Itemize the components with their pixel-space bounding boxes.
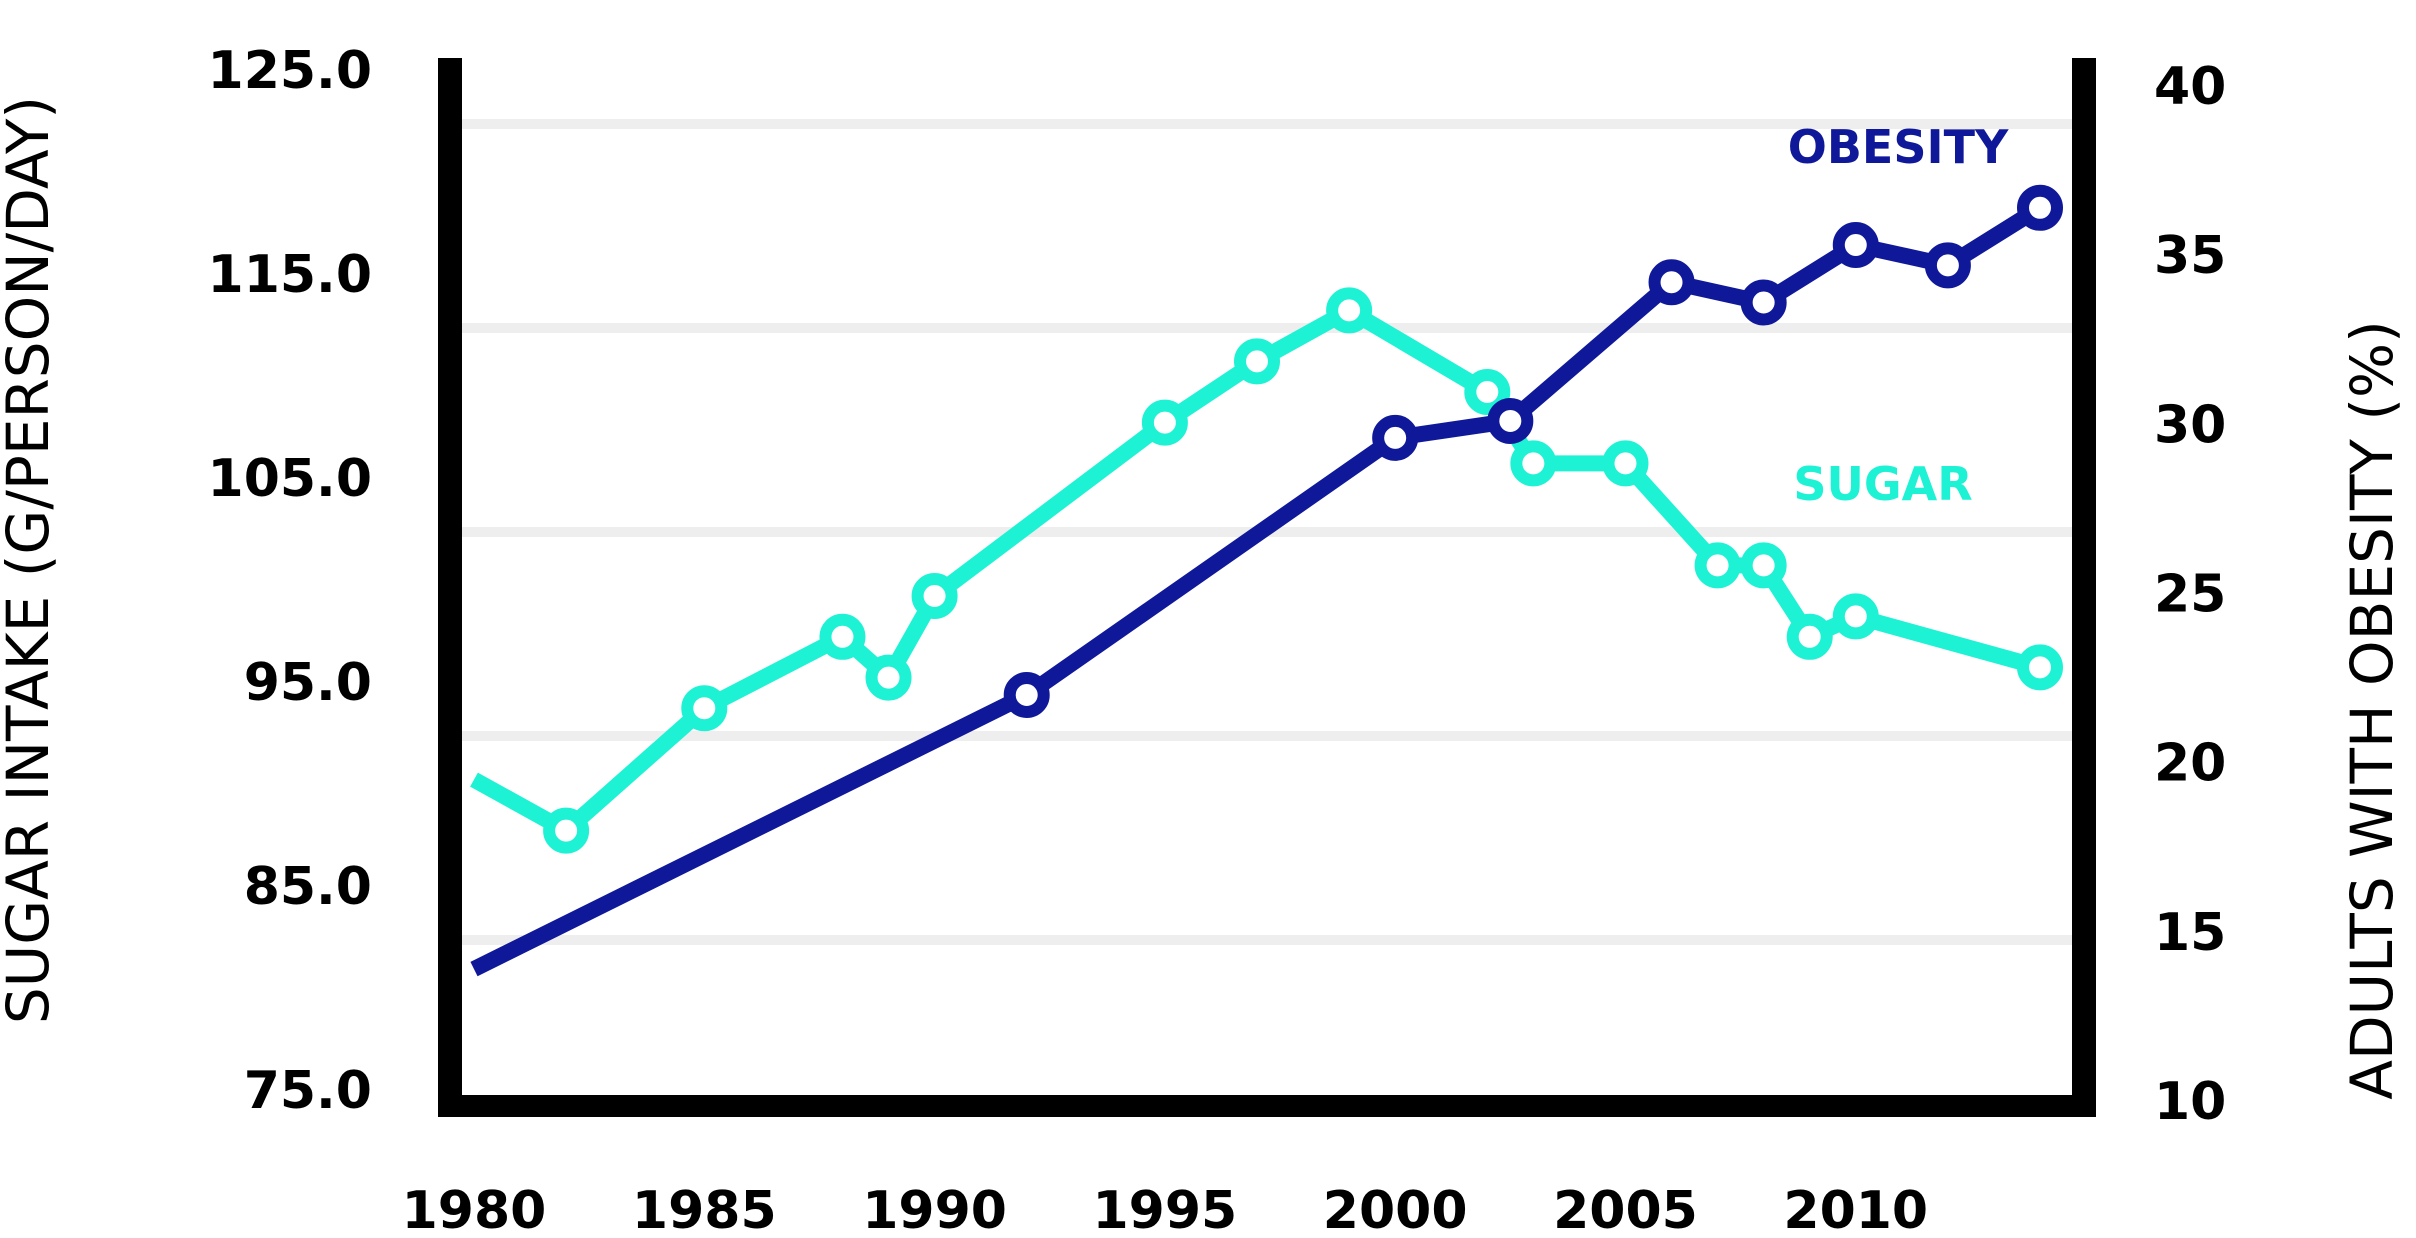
y-left-tick-label: 75.0	[244, 1061, 372, 1121]
sugar-data-point	[865, 654, 912, 701]
obesity-series-line	[470, 201, 2045, 977]
y-left-tick-label: 125.0	[208, 41, 372, 101]
sugar-data-point	[681, 685, 728, 732]
obesity-data-point	[1487, 397, 1534, 444]
sugar-data-point	[819, 613, 866, 660]
obesity-data-point	[1924, 242, 1971, 289]
y-left-tick-label: 115.0	[208, 245, 372, 305]
obesity-data-point	[1003, 672, 1050, 718]
tick-labels: 1980 1985 1990 1995 2000 2005 201075.085.095.0…	[208, 41, 2227, 1238]
x-tick-label: 1995	[1093, 1181, 1238, 1238]
sugar-data-point	[1740, 542, 1787, 589]
x-tick-label: 1985	[632, 1181, 777, 1238]
x-tick-label: 1980	[402, 1181, 547, 1238]
y-right-tick-label: 30	[2154, 395, 2226, 455]
sugar-data-point	[1786, 613, 1833, 660]
y-right-tick-label: 20	[2154, 734, 2226, 794]
sugar-data-point	[1832, 593, 1879, 640]
y-left-tick-label: 85.0	[244, 857, 372, 917]
sugar-series-label: SUGAR	[1793, 457, 1972, 511]
y-left-tick-label: 95.0	[244, 653, 372, 713]
sugar-data-point	[1141, 399, 1188, 446]
y-right-tick-label: 10	[2154, 1072, 2226, 1132]
obesity-data-point	[1832, 222, 1879, 269]
x-tick-label: 1990	[862, 1181, 1007, 1238]
x-tick-label: 2005	[1553, 1181, 1698, 1238]
y-right-tick-label: 25	[2154, 565, 2226, 625]
sugar-series-line	[470, 302, 2043, 839]
obesity-data-point	[1372, 414, 1419, 461]
x-tick-label: 2000	[1323, 1181, 1468, 1238]
y-right-tick-label: 35	[2154, 226, 2226, 286]
right-axis-title: ADULTS WITH OBESITY (%)	[2338, 320, 2406, 1099]
series-layer	[470, 184, 2063, 977]
sugar-data-point	[1464, 369, 1511, 415]
sugar-data-point	[1234, 338, 1280, 385]
left-axis-title: SUGAR INTAKE (G/PERSON/DAY)	[0, 96, 62, 1024]
x-tick-label: 2010	[1783, 1181, 1928, 1238]
y-left-tick-label: 105.0	[208, 449, 372, 509]
sugar-data-point	[2017, 644, 2063, 691]
obesity-data-point	[1740, 279, 1787, 326]
sugar-data-point	[543, 807, 590, 854]
sugar-data-point	[1326, 287, 1373, 334]
sugar-data-point	[1602, 440, 1649, 487]
y-right-tick-label: 15	[2154, 903, 2226, 963]
obesity-series-label: OBESITY	[1788, 120, 2009, 174]
sugar-data-point	[1694, 542, 1741, 589]
sugar-data-point	[911, 573, 958, 619]
chart-axes	[438, 58, 2096, 1117]
sugar-data-point	[1510, 440, 1557, 487]
obesity-data-point	[2017, 184, 2063, 231]
obesity-data-point	[1648, 259, 1695, 306]
y-right-tick-label: 40	[2154, 57, 2226, 117]
